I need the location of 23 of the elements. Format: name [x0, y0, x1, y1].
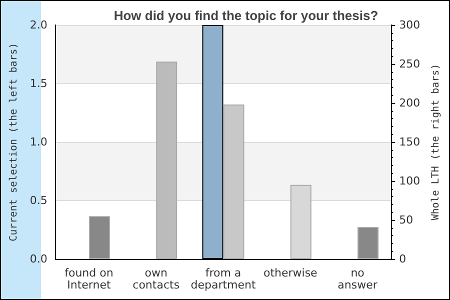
bar [156, 62, 178, 259]
y-tick-label: 2.0 [30, 18, 48, 32]
y2-tick-label: 150 [399, 136, 420, 148]
y2-tick-label: 0 [399, 252, 406, 266]
y-axis-title: Current selection (the left bars) [8, 42, 20, 242]
y-tick-label: 1.0 [30, 136, 48, 148]
y-tick-label: 0.0 [30, 252, 48, 266]
bar [358, 227, 379, 259]
y-tick-label: 1.5 [30, 77, 48, 90]
y2-tick-label: 50 [399, 214, 414, 226]
y2-tick-label: 100 [399, 174, 420, 188]
chart-title: How did you find the topic for your thesis? [114, 8, 378, 23]
bar [88, 216, 110, 259]
y2-tick-label: 200 [399, 96, 420, 110]
y2-axis-title: Whole LTH (the right bars) [430, 64, 442, 220]
y-tick-label: 0.5 [30, 194, 48, 207]
x-tick-label: no answer [338, 266, 378, 292]
y2-tick-label: 300 [399, 18, 420, 32]
x-tick-label: otherwise [263, 266, 318, 280]
x-tick-label: from a department [190, 266, 256, 292]
x-tick-label: own contacts [132, 266, 180, 292]
y2-tick-label: 250 [399, 58, 420, 70]
x-tick-label: found on Internet [64, 266, 114, 292]
